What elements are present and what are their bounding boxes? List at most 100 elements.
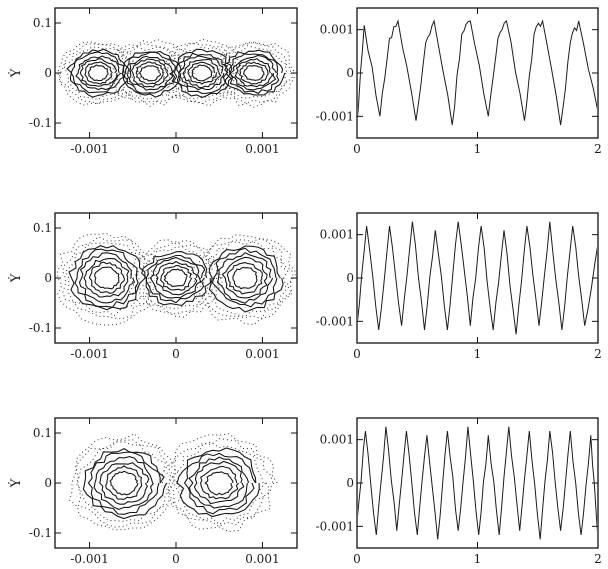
x-tick-label: 0 <box>353 552 361 566</box>
orbit-loop <box>138 65 161 82</box>
panel-phase-2: -0.001 0 0.001 0.1 0 -0.1 Ẏ <box>7 212 298 361</box>
y-tick-label: 0 <box>346 66 354 80</box>
orbit-loop <box>234 58 273 88</box>
x-tick-label: -0.001 <box>70 142 108 156</box>
orbit-loop <box>215 41 293 105</box>
orbit-loop <box>178 55 225 91</box>
x-tick-label: 2 <box>594 347 602 361</box>
y-tick-label: -0.1 <box>29 321 52 335</box>
orbit-loop <box>221 256 268 299</box>
orbit-loop <box>63 46 132 101</box>
series-line <box>358 19 597 126</box>
orbit-loop <box>238 61 269 85</box>
x-tick-label: 0 <box>353 142 361 156</box>
orbit-loop <box>68 244 146 311</box>
orbit-loop <box>69 433 183 531</box>
orbit-loop <box>141 251 211 306</box>
plot-frame <box>54 7 298 139</box>
orbit-loop <box>94 266 120 290</box>
y-tick-label: -0.1 <box>29 526 52 540</box>
y-tick-label: 0.1 <box>33 16 52 30</box>
orbit-loop <box>128 55 174 91</box>
plot-area <box>69 433 278 533</box>
orbit-loop <box>212 247 278 308</box>
orbit-loop <box>190 234 296 326</box>
plot-area <box>358 19 597 126</box>
panel-time-2: 0 1 2 0.001 0 -0.001 <box>316 212 602 361</box>
orbit-loop <box>130 58 169 88</box>
y-tick-label: 0.001 <box>320 433 354 447</box>
orbit-loop <box>74 248 139 308</box>
plot-area <box>56 38 296 108</box>
series-line <box>358 221 597 335</box>
orbit-loop <box>173 441 266 526</box>
y-tick-label: 0.1 <box>33 221 52 235</box>
y-tick-label: 0.1 <box>33 426 52 440</box>
orbit-loop <box>163 38 247 107</box>
series-line <box>358 426 597 540</box>
orbit-loop <box>82 447 167 520</box>
orbit-loop <box>198 237 294 320</box>
orbit-loop <box>191 64 213 82</box>
y-tick-label: 0.001 <box>320 23 354 37</box>
panel-phase-3: -0.001 0 0.001 0.1 0 -0.1 Ẏ <box>7 417 298 566</box>
plot-area <box>358 221 597 335</box>
orbit-loop <box>200 465 240 500</box>
orbit-loop <box>183 452 256 515</box>
orbit-loop <box>243 64 265 81</box>
orbit-loop <box>64 242 151 317</box>
orbit-loop <box>128 239 224 318</box>
orbit-loop <box>74 439 177 528</box>
orbit-loop <box>193 460 245 505</box>
orbit-loop <box>75 441 172 522</box>
orbit-loop <box>176 52 230 94</box>
orbit-loop <box>187 61 218 85</box>
orbit-loop <box>112 43 188 103</box>
y-axis-label: Ẏ <box>7 68 24 78</box>
y-tick-label: 0 <box>44 66 52 80</box>
orbit-loop <box>149 257 202 299</box>
y-tick-label: -0.001 <box>316 314 354 328</box>
orbit-loop <box>216 252 274 304</box>
y-tick-label: -0.001 <box>316 519 354 533</box>
orbit-loop <box>62 236 154 320</box>
x-tick-label: 2 <box>594 552 602 566</box>
orbit-loop <box>87 451 161 515</box>
y-tick-label: 0 <box>44 476 52 490</box>
y-tick-label: 0 <box>346 476 354 490</box>
orbit-loop <box>229 54 277 91</box>
y-tick-label: 0 <box>346 271 354 285</box>
y-tick-label: 0 <box>44 271 52 285</box>
orbit-loop <box>75 55 122 91</box>
x-tick-label: 0.001 <box>245 552 279 566</box>
plot-frame <box>356 212 599 344</box>
orbit-loop <box>87 64 109 82</box>
x-tick-label: 1 <box>474 142 482 156</box>
orbit-loop <box>220 45 288 99</box>
orbit-loop <box>226 262 263 295</box>
orbit-loop <box>182 58 222 89</box>
x-tick-label: 0 <box>172 552 180 566</box>
orbit-loop <box>109 470 139 496</box>
y-tick-label: 0.001 <box>320 228 354 242</box>
y-axis-label: Ẏ <box>7 478 24 488</box>
x-tick-label: 0 <box>172 142 180 156</box>
orbit-loop <box>84 61 113 85</box>
x-tick-label: 0 <box>353 347 361 361</box>
orbit-loop <box>227 53 280 95</box>
orbit-loop <box>176 447 260 518</box>
orbit-loop <box>58 43 139 105</box>
x-tick-label: -0.001 <box>70 347 108 361</box>
orbit-loop <box>204 471 234 496</box>
orbit-loop <box>161 433 278 533</box>
x-tick-label: 2 <box>594 142 602 156</box>
panel-time-1: 0 1 2 0.001 0 -0.001 <box>316 7 602 156</box>
y-tick-label: -0.1 <box>29 116 52 130</box>
x-tick-label: 1 <box>474 347 482 361</box>
orbit-loop <box>99 462 150 505</box>
orbit-loop <box>123 51 178 94</box>
orbit-loop <box>188 456 250 509</box>
x-tick-label: 0.001 <box>245 142 279 156</box>
orbit-loop <box>212 41 296 108</box>
x-tick-label: -0.001 <box>70 552 108 566</box>
